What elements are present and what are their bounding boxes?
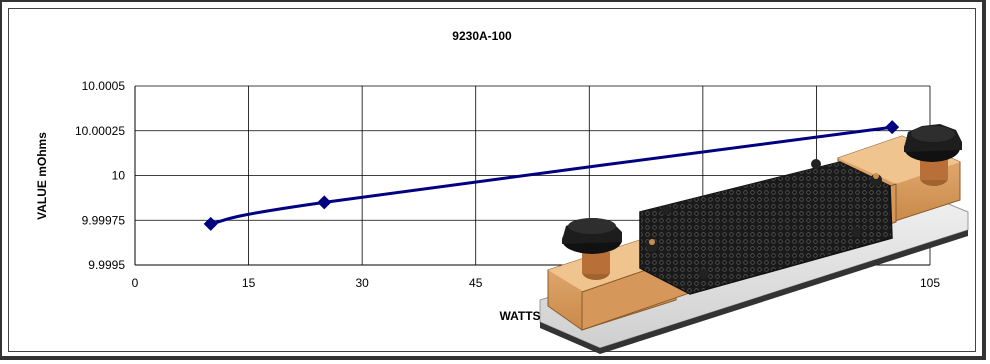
data-point-marker xyxy=(203,216,218,231)
x-tick-label: 30 xyxy=(355,276,369,290)
chart-inner-border xyxy=(8,8,976,352)
data-point-marker xyxy=(317,195,332,210)
series-group xyxy=(203,120,900,231)
y-tick-labels: 10.0005 10.00025 10 9.99975 9.9995 xyxy=(75,79,125,272)
x-tick-label: 105 xyxy=(920,276,940,290)
x-tick-label: 45 xyxy=(469,276,483,290)
y-tick-label: 10.0005 xyxy=(82,79,126,93)
y-axis-label: VALUE mOhms xyxy=(35,132,49,220)
data-point-marker xyxy=(885,120,900,135)
y-tick-label: 9.9995 xyxy=(88,258,125,272)
x-tick-label: 15 xyxy=(242,276,256,290)
shunt-resistor-photo xyxy=(539,124,969,354)
x-tick-labels: 0 15 30 45 105 xyxy=(132,276,941,290)
series-line xyxy=(210,125,893,226)
y-tick-label: 10 xyxy=(112,169,126,183)
chart-title: 9230A-100 xyxy=(452,29,512,43)
x-tick-label: 0 xyxy=(132,276,139,290)
y-tick-label: 9.99975 xyxy=(82,213,126,227)
y-tick-label: 10.00025 xyxy=(75,124,125,138)
x-axis-label: WATTS xyxy=(499,309,540,323)
